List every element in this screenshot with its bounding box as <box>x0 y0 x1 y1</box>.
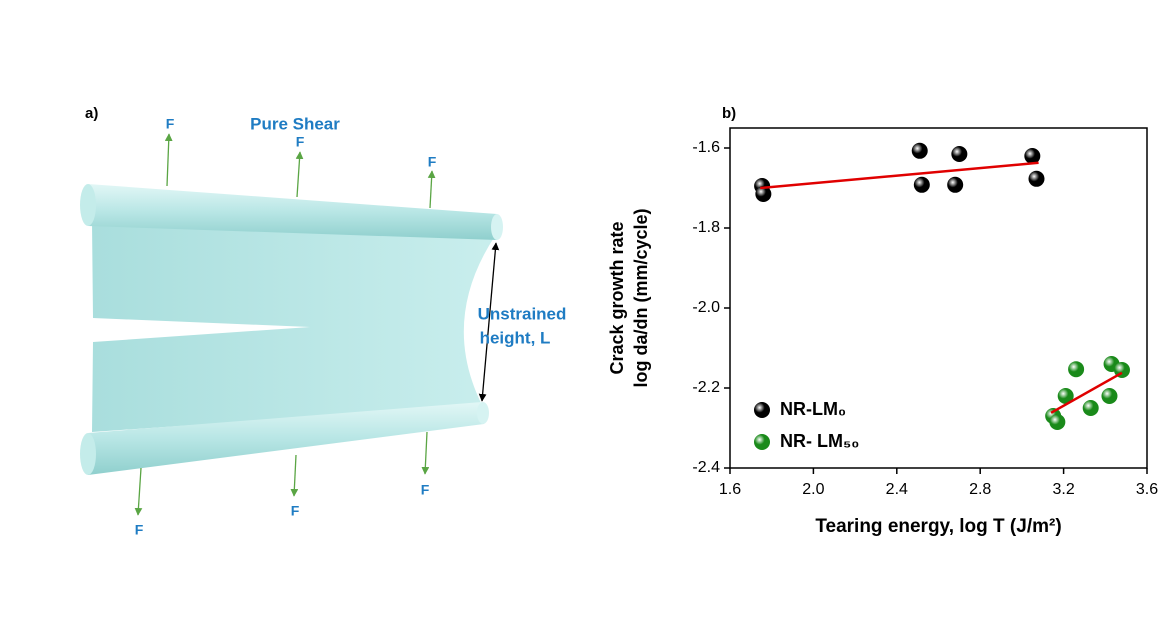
y-tick-label: -1.8 <box>692 219 720 236</box>
point <box>947 177 963 193</box>
force-label: F <box>291 503 300 519</box>
y-axis-label: Crack growth rate <box>607 221 627 374</box>
y-tick-label: -2.4 <box>692 459 720 476</box>
diagram-title: Pure Shear <box>250 114 340 133</box>
annotation: Unstrained <box>478 304 567 323</box>
legend-label: NR- LM₅₀ <box>780 431 859 451</box>
x-tick-label: 2.8 <box>969 481 991 498</box>
legend-marker <box>754 434 770 450</box>
force-label: F <box>428 154 437 170</box>
point <box>1024 148 1040 164</box>
chart: b) 1.6 2.0 2.4 2.8 3.2 3.6 -1.6 -1.8 -2.0 -2.2 -2.4… <box>607 105 1158 537</box>
x-tick-label: 2.0 <box>802 481 824 498</box>
point <box>1049 414 1065 430</box>
point <box>1083 400 1099 416</box>
point <box>914 177 930 193</box>
panel-label: b) <box>722 105 736 122</box>
legend-marker <box>754 402 770 418</box>
figure: a) Pure Shear F F F F F F Unstrained hei… <box>0 0 1166 630</box>
x-tick-label: 1.6 <box>719 481 741 498</box>
annotation: height, L <box>480 328 551 347</box>
point <box>951 146 967 162</box>
fit-line <box>760 163 1038 188</box>
pure-shear-diagram: a) Pure Shear F F F F F F Unstrained hei… <box>80 105 566 538</box>
rod-end <box>477 402 489 424</box>
legend-label: NR-LM₀ <box>780 399 846 419</box>
force-label: F <box>166 116 175 132</box>
point <box>1101 388 1117 404</box>
y-tick-label: -2.0 <box>692 299 720 316</box>
y-axis-label: log da/dn (mm/cycle) <box>631 208 651 387</box>
y-tick-label: -1.6 <box>692 139 720 156</box>
point <box>912 143 928 159</box>
x-axis-label: Tearing energy, log T (J/m²) <box>815 516 1061 537</box>
rod-end <box>80 184 96 226</box>
force-label: F <box>296 134 305 150</box>
x-tick-label: 3.6 <box>1136 481 1158 498</box>
rod-end <box>80 433 96 475</box>
y-tick-label: -2.2 <box>692 379 720 396</box>
point <box>1068 361 1084 377</box>
x-tick-label: 2.4 <box>886 481 908 498</box>
force-label: F <box>135 522 144 538</box>
x-tick-label: 3.2 <box>1052 481 1074 498</box>
sheet <box>92 222 495 432</box>
rod-end <box>491 214 503 240</box>
force-label: F <box>421 482 430 498</box>
panel-label: a) <box>85 105 98 122</box>
point <box>1028 171 1044 187</box>
